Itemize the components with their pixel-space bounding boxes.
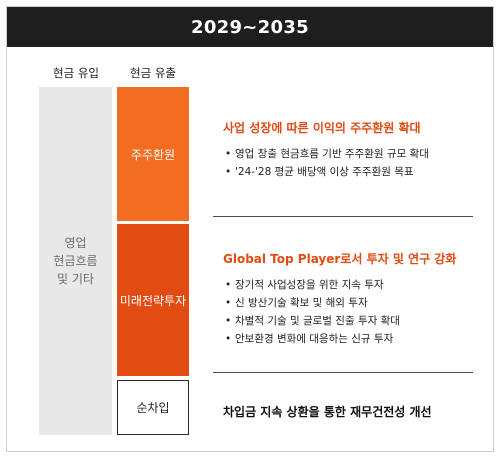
bullet-text: 장기적 사업성장을 위한 지속 투자	[235, 279, 384, 291]
shareholder-section-title: 사업 성장에 따른 이익의 주주환원 확대	[223, 121, 421, 135]
list-item: • 안보환경 변화에 대응하는 신규 투자	[225, 333, 394, 345]
list-item: • 신 방산기술 확보 및 해외 투자	[225, 297, 368, 309]
inflow-line-2: 현금흐름	[53, 254, 98, 268]
bullet-text: 신 방산기술 확보 및 해외 투자	[235, 297, 368, 309]
net-borrowing-label: 순차입	[136, 401, 170, 415]
section-divider	[213, 216, 473, 217]
future-strategy-investment-label: 미래전략투자	[119, 293, 187, 308]
bullet-text: 차별적 기술 및 글로벌 진출 투자 확대	[235, 315, 400, 327]
list-item: • 차별적 기술 및 글로벌 진출 투자 확대	[225, 315, 400, 327]
investment-section-title: Global Top Player로서 투자 및 연구 강화	[223, 252, 457, 266]
outflow-column-label: 현금 유출	[130, 66, 176, 80]
investment-section: Global Top Player로서 투자 및 연구 강화 • 장기적 사업성장…	[223, 250, 473, 348]
shareholder-return-label: 주주환원	[130, 147, 176, 162]
shareholder-return-block: 주주환원	[117, 87, 189, 221]
list-item: • '24-'28 평균 배당액 이상 주주환원 목표	[225, 166, 414, 178]
bullet-text: 영업 창출 현금흐름 기반 주주환원 규모 확대	[235, 148, 429, 160]
future-strategy-investment-block: 미래전략투자	[117, 224, 189, 376]
cash-inflow-block: 영업 현금흐름 및 기타	[39, 87, 112, 435]
bullet-text: '24-'28 평균 배당액 이상 주주환원 목표	[235, 166, 414, 178]
bullet-text: 안보환경 변화에 대응하는 신규 투자	[235, 333, 394, 345]
inflow-column-label: 현금 유입	[53, 66, 99, 80]
period-title: 2029~2035	[191, 16, 309, 38]
period-header: 2029~2035	[7, 7, 493, 47]
inflow-line-3: 및 기타	[57, 272, 94, 286]
net-borrowing-block: 순차입	[117, 380, 189, 435]
section-divider	[213, 372, 473, 373]
inflow-line-1: 영업	[64, 236, 87, 250]
plan-card: 2029~2035 현금 유입 현금 유출 영업 현금흐름 및 기타 주주환원 …	[6, 6, 494, 452]
list-item: • 장기적 사업성장을 위한 지속 투자	[225, 279, 384, 291]
list-item: • 영업 창출 현금흐름 기반 주주환원 규모 확대	[225, 148, 429, 160]
shareholder-section: 사업 성장에 따른 이익의 주주환원 확대 • 영업 창출 현금흐름 기반 주주환…	[223, 119, 473, 181]
debt-repayment-text: 차입금 지속 상환을 통한 재무건전성 개선	[223, 405, 432, 419]
